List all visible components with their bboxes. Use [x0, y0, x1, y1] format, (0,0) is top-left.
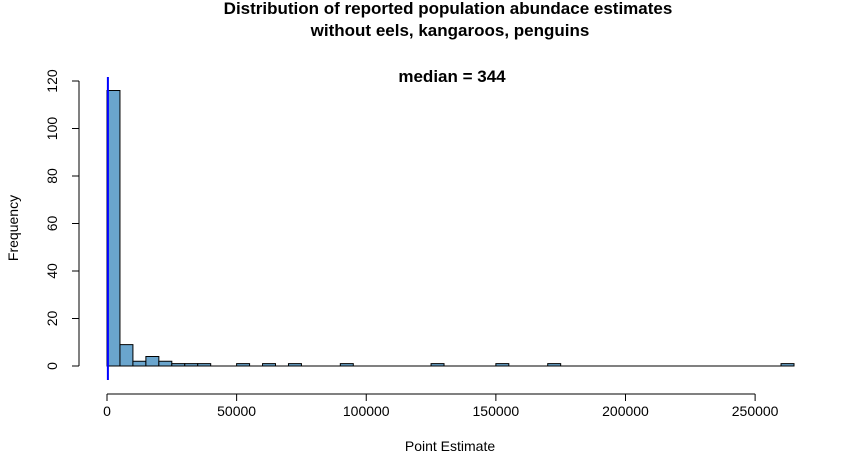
x-tick-label-0: 0: [103, 403, 111, 419]
y-tick-label-0: 0: [44, 362, 60, 370]
y-axis: 0 20 40 60 80 100 120: [44, 69, 80, 370]
y-tick-label-20: 20: [44, 311, 60, 327]
histogram-bar-1: [119, 344, 134, 367]
histogram-bar-2: [132, 360, 147, 367]
y-tick-label-120: 120: [44, 69, 60, 93]
y-tick-label-100: 100: [44, 117, 60, 141]
x-tick-label-250000: 250000: [732, 403, 779, 419]
chart-title-line-2: without eels, kangaroos, penguins: [310, 21, 590, 40]
histogram-bar-3: [145, 356, 160, 367]
histogram-bar-0: [106, 90, 121, 367]
y-tick-label-40: 40: [44, 263, 60, 279]
y-tick-label-60: 60: [44, 216, 60, 232]
x-tick-label-150000: 150000: [473, 403, 520, 419]
x-tick-label-200000: 200000: [602, 403, 649, 419]
x-tick-label-50000: 50000: [217, 403, 256, 419]
y-tick-label-80: 80: [44, 168, 60, 184]
x-axis-title: Point Estimate: [405, 438, 495, 454]
median-annotation: median = 344: [398, 67, 506, 86]
histogram-bar-4: [158, 360, 173, 367]
x-tick-label-100000: 100000: [343, 403, 390, 419]
y-axis-title: Frequency: [5, 195, 21, 261]
histogram-bars: [106, 90, 795, 367]
chart-title-line-1: Distribution of reported population abun…: [224, 0, 673, 18]
x-axis: 0 50000 100000 150000 200000 250000: [103, 393, 779, 419]
